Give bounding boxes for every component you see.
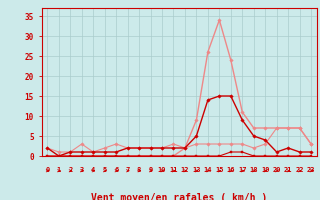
X-axis label: Vent moyen/en rafales ( km/h ): Vent moyen/en rafales ( km/h ) <box>91 193 267 200</box>
